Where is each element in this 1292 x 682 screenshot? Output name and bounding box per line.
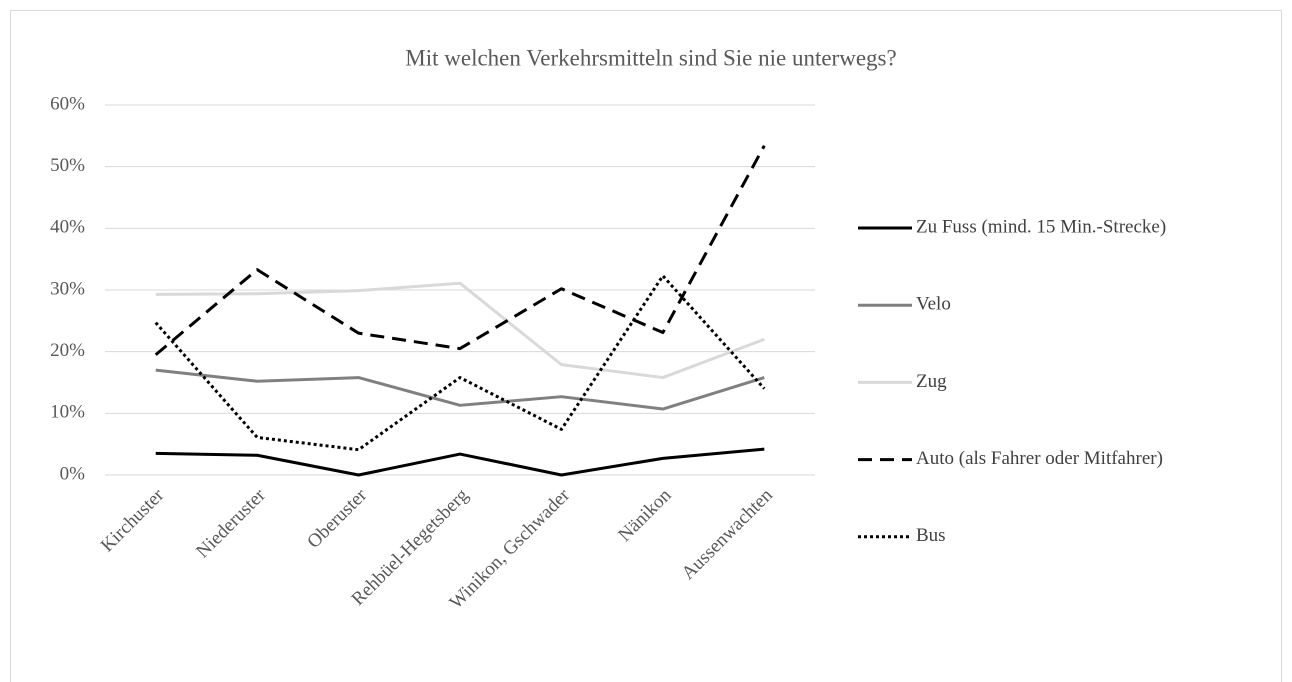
y-tick-label: 30% <box>50 278 85 299</box>
legend-label: Velo <box>916 294 951 315</box>
y-tick-label: 0% <box>60 463 86 484</box>
series-line <box>155 368 765 411</box>
series-line <box>154 274 766 452</box>
legend-label: Zu Fuss (mind. 15 Min.-Strecke) <box>916 216 1166 237</box>
series-line <box>155 447 765 477</box>
y-tick-label: 50% <box>50 155 85 176</box>
legend-label: Auto (als Fahrer oder Mitfahrer) <box>916 448 1163 469</box>
y-tick-label: 10% <box>50 402 85 423</box>
chart-title: Mit welchen Verkehrsmitteln sind Sie nie… <box>405 45 896 70</box>
legend-label: Bus <box>916 525 946 546</box>
y-tick-label: 40% <box>50 217 85 238</box>
series-line <box>154 144 766 356</box>
y-tick-label: 60% <box>50 93 85 114</box>
legend-label: Zug <box>916 371 947 392</box>
series-line <box>155 281 765 380</box>
y-tick-label: 20% <box>50 340 85 361</box>
chart-frame <box>10 10 1282 682</box>
